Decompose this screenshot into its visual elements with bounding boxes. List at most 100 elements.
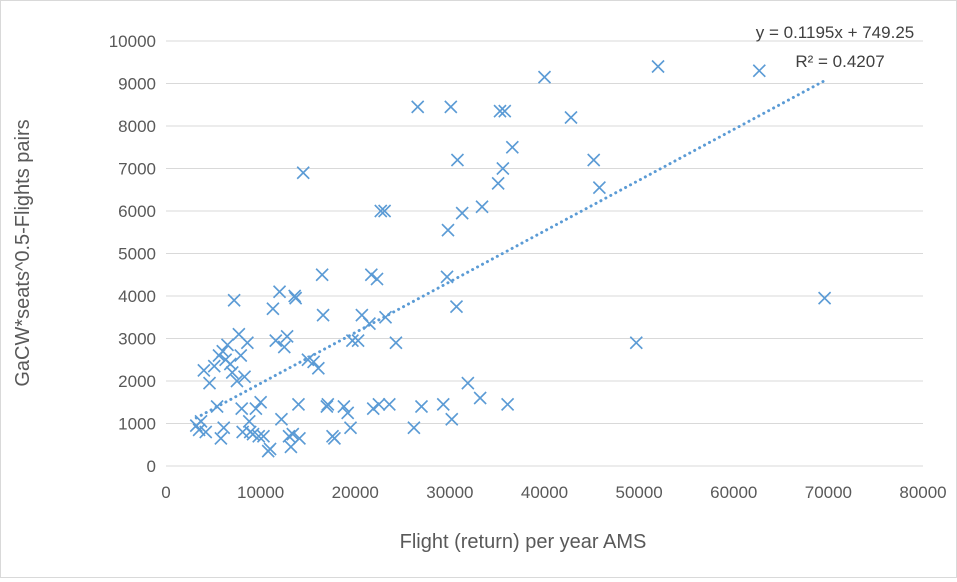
data-markers: [189, 59, 832, 458]
data-point: [341, 406, 355, 420]
data-point: [217, 421, 231, 435]
x-tick-label: 80000: [899, 483, 946, 502]
data-point: [629, 336, 643, 350]
data-point: [364, 268, 378, 282]
data-point: [498, 104, 512, 118]
data-point: [337, 399, 351, 414]
data-point: [207, 359, 221, 373]
trendline: [194, 79, 827, 420]
data-point: [505, 140, 519, 154]
x-tick-label: 0: [161, 483, 170, 502]
data-point: [199, 425, 213, 439]
x-tick-label: 50000: [615, 483, 662, 502]
data-point: [491, 176, 505, 190]
data-point: [263, 442, 277, 456]
data-point: [411, 100, 425, 114]
y-tick-label: 1000: [118, 415, 156, 434]
data-point: [475, 200, 489, 214]
y-tick-label: 3000: [118, 330, 156, 349]
data-point: [225, 365, 239, 380]
data-point: [444, 100, 458, 114]
y-tick-label: 0: [147, 457, 156, 476]
data-point: [321, 397, 335, 411]
y-tick-label: 8000: [118, 117, 156, 136]
y-axis-ticks: 0 1000 2000 3000 4000 5000 6000 7000 8000 9000 100…: [109, 32, 156, 476]
data-point: [651, 59, 665, 74]
data-point: [197, 363, 211, 377]
data-point: [311, 361, 325, 375]
trendline-equation: y = 0.1195x + 749.25: [756, 23, 914, 42]
data-point: [286, 427, 300, 441]
data-point: [493, 104, 507, 118]
data-point: [449, 300, 464, 314]
data-point: [242, 414, 256, 428]
data-point: [445, 412, 459, 426]
data-point: [235, 402, 249, 416]
data-point: [372, 397, 386, 411]
data-point: [374, 204, 388, 218]
data-point: [496, 161, 510, 176]
y-tick-label: 10000: [109, 32, 156, 51]
y-tick-label: 4000: [118, 287, 156, 306]
data-point: [227, 293, 241, 307]
data-point: [370, 272, 384, 286]
data-point: [252, 429, 266, 443]
data-point: [351, 334, 365, 348]
y-tick-label: 6000: [118, 202, 156, 221]
data-point: [382, 397, 396, 411]
data-point: [592, 181, 606, 195]
data-point: [343, 421, 358, 435]
data-point: [216, 344, 230, 358]
data-point: [440, 270, 454, 284]
data-point: [291, 397, 306, 411]
data-point: [378, 204, 392, 218]
data-point: [436, 397, 450, 411]
trendline-r-squared: R² = 0.4207: [795, 52, 884, 71]
data-point: [366, 402, 380, 416]
x-axis-ticks: 0 10000 20000 30000 40000 50000 60000 70000 8000…: [161, 483, 946, 502]
data-point: [256, 429, 271, 443]
x-tick-label: 70000: [805, 483, 852, 502]
data-point: [537, 70, 552, 84]
data-point: [274, 412, 289, 426]
data-point: [240, 336, 254, 350]
x-tick-label: 40000: [521, 483, 568, 502]
data-point: [818, 291, 832, 305]
data-point: [441, 223, 455, 237]
data-point: [292, 431, 306, 445]
x-tick-label: 60000: [710, 483, 757, 502]
y-tick-label: 5000: [118, 245, 156, 264]
x-tick-label: 30000: [426, 483, 473, 502]
data-point: [752, 64, 766, 78]
data-point: [461, 376, 475, 390]
data-point: [473, 391, 487, 405]
data-point: [230, 374, 244, 388]
data-point: [378, 310, 393, 324]
data-point: [237, 370, 252, 384]
data-point: [282, 429, 296, 443]
data-point: [269, 334, 283, 348]
data-point: [220, 338, 235, 352]
data-point: [289, 291, 303, 305]
data-point: [254, 395, 268, 409]
gridlines: [166, 40, 923, 424]
data-point: [234, 348, 248, 363]
data-point: [266, 302, 280, 316]
y-tick-label: 2000: [118, 372, 156, 391]
y-tick-label: 7000: [118, 160, 156, 179]
x-tick-label: 20000: [332, 483, 379, 502]
data-point: [202, 376, 217, 390]
x-tick-label: 10000: [237, 483, 284, 502]
data-point: [564, 110, 578, 125]
data-point: [280, 329, 294, 343]
data-point: [288, 289, 302, 303]
data-point: [316, 308, 330, 322]
y-tick-label: 9000: [118, 75, 156, 94]
data-point: [450, 153, 465, 167]
data-point: [587, 153, 601, 167]
data-point: [272, 285, 287, 299]
data-point: [455, 206, 469, 220]
data-point: [414, 399, 429, 414]
